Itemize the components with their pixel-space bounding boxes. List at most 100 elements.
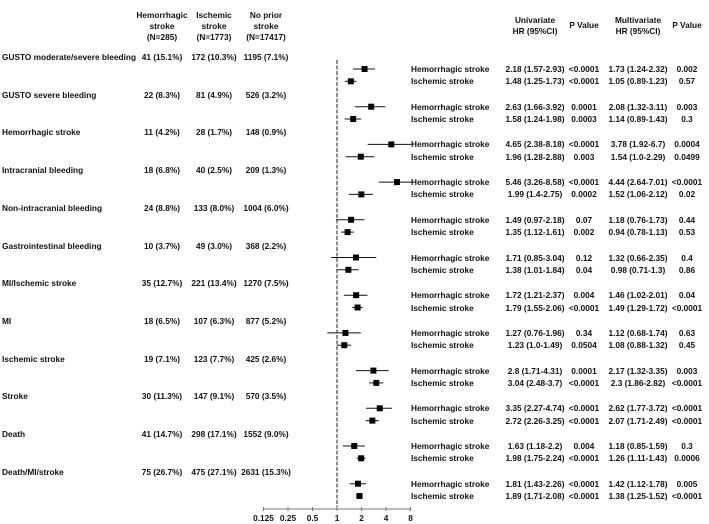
x-tick-label: 0.125 (253, 513, 274, 523)
subgroup-label: Hemorrhagic stroke (411, 101, 490, 112)
subgroup-label: Ischemic stroke (411, 377, 474, 388)
univariate-p: 0.0002 (571, 189, 597, 200)
multivariate-hr: 1.18 (0.76-1.73) (608, 214, 668, 225)
x-tick-label: 2 (359, 513, 364, 523)
subgroup-label: Ischemic stroke (411, 76, 474, 87)
multivariate-hr: 1.32 (0.66-2.35) (608, 252, 668, 263)
univariate-hr: 1.81 (1.43-2.26) (505, 478, 565, 489)
hr-point (357, 153, 364, 160)
multivariate-p: 0.003 (676, 101, 698, 112)
univariate-p: 0.004 (573, 290, 595, 301)
hr-point (358, 455, 365, 462)
multivariate-hr: 3.78 (1.92-6.7) (610, 139, 666, 150)
multivariate-hr: 0.94 (0.78-1.13) (608, 227, 668, 238)
header-multivariate: Multivariate HR (95%CI) (614, 15, 662, 36)
subgroup-label: Hemorrhagic stroke (411, 327, 490, 338)
multivariate-p: 0.0006 (674, 453, 700, 464)
univariate-p: 0.0504 (571, 340, 597, 351)
univariate-p: <0.0001 (568, 377, 600, 388)
no-prior-count: 368 (2.2%) (245, 240, 287, 251)
x-tick-label: 1 (334, 513, 340, 523)
univariate-hr: 1.72 (1.21-2.37) (505, 290, 565, 301)
multivariate-hr: 1.73 (1.24-2.32) (608, 64, 668, 74)
univariate-hr: 2.18 (1.57-2.93) (505, 64, 565, 74)
multivariate-hr: 2.17 (1.32-3.35) (608, 365, 668, 376)
hemorrhagic-count: 18 (6.8%) (144, 165, 180, 176)
subgroup-label: Ischemic stroke (411, 264, 474, 275)
ischemic-count: 28 (1.7%) (196, 127, 232, 138)
multivariate-p: <0.0001 (671, 302, 703, 313)
ischemic-count: 475 (27.1%) (191, 466, 237, 477)
univariate-hr: 1.99 (1.4-2.75) (507, 189, 563, 200)
univariate-hr: 4.65 (2.38-8.18) (505, 139, 565, 150)
ischemic-count: 298 (17.1%) (191, 429, 237, 439)
multivariate-hr: 1.46 (1.02-2.01) (608, 290, 668, 301)
multivariate-hr: 2.3 (1.86-2.82) (610, 377, 666, 388)
hemorrhagic-count: 24 (8.8%) (144, 202, 180, 213)
subgroup-label: Hemorrhagic stroke (411, 139, 490, 150)
multivariate-p: 0.003 (676, 365, 698, 376)
ischemic-count: 49 (3.0%) (196, 240, 232, 251)
no-prior-count: 1270 (7.5%) (243, 278, 289, 289)
univariate-hr: 1.49 (0.97-2.18) (505, 214, 565, 225)
multivariate-hr: 1.54 (1.0-2.29) (610, 151, 666, 162)
univariate-p: <0.0001 (568, 139, 600, 150)
multivariate-hr: 1.49 (1.29-1.72) (608, 302, 668, 313)
outcome-label: Gastrointestinal bleeding (2, 240, 102, 251)
no-prior-count: 1004 (6.0%) (243, 202, 289, 213)
univariate-p: 0.004 (573, 441, 595, 451)
univariate-hr: 1.79 (1.55-2.06) (505, 302, 565, 313)
multivariate-p: <0.0001 (671, 403, 703, 414)
univariate-hr: 1.38 (1.01-1.84) (505, 264, 565, 275)
univariate-p: 0.07 (575, 214, 593, 225)
hr-point (350, 116, 357, 122)
multivariate-hr: 1.42 (1.12-1.78) (608, 478, 668, 489)
multivariate-p: 0.4 (681, 252, 693, 263)
ischemic-count: 123 (7.7%) (193, 353, 235, 364)
ischemic-count: 107 (6.3%) (193, 315, 235, 326)
multivariate-p: <0.0001 (671, 491, 703, 501)
header-no-prior: No prior stroke (N=17417) (246, 10, 286, 42)
hemorrhagic-count: 41 (14.7%) (141, 429, 183, 439)
no-prior-count: 148 (0.9%) (245, 127, 287, 138)
multivariate-hr: 2.62 (1.77-3.72) (608, 403, 668, 414)
univariate-p: 0.0001 (571, 101, 597, 112)
subgroup-label: Hemorrhagic stroke (411, 365, 490, 376)
multivariate-p: 0.005 (676, 478, 698, 489)
hr-point (370, 367, 377, 374)
univariate-hr: 1.58 (1.24-1.98) (505, 114, 565, 124)
hr-point (353, 292, 360, 299)
hr-point (361, 66, 368, 72)
outcome-label: Death (2, 429, 26, 439)
multivariate-p: 0.86 (678, 264, 696, 275)
hemorrhagic-count: 19 (7.1%) (144, 353, 180, 364)
hemorrhagic-count: 22 (8.3%) (144, 89, 180, 100)
multivariate-hr: 1.52 (1.06-2.12) (608, 189, 668, 200)
hr-point (393, 179, 400, 186)
hr-point (388, 141, 395, 148)
univariate-p: <0.0001 (568, 491, 600, 501)
hr-point (369, 417, 376, 424)
hemorrhagic-count: 41 (15.1%) (141, 52, 183, 62)
ischemic-count: 147 (9.1%) (193, 391, 235, 402)
outcome-label: Death/MI/stroke (2, 466, 64, 477)
no-prior-count: 877 (5.2%) (245, 315, 287, 326)
no-prior-count: 425 (2.6%) (245, 353, 287, 364)
hr-point (351, 443, 358, 449)
multivariate-p: 0.0004 (674, 139, 700, 150)
univariate-hr: 3.04 (2.48-3.7) (507, 377, 563, 388)
hemorrhagic-count: 35 (12.7%) (141, 278, 183, 289)
univariate-hr: 1.71 (0.85-3.04) (505, 252, 565, 263)
subgroup-label: Ischemic stroke (411, 189, 474, 200)
hr-point (356, 493, 363, 499)
subgroup-label: Hemorrhagic stroke (411, 290, 490, 301)
multivariate-p: 0.02 (678, 189, 696, 200)
header-p-multi: P Value (672, 20, 702, 30)
subgroup-label: Ischemic stroke (411, 491, 474, 501)
subgroup-label: Hemorrhagic stroke (411, 252, 490, 263)
hr-point (347, 78, 354, 85)
ischemic-count: 221 (13.4%) (191, 278, 237, 289)
multivariate-hr: 1.38 (1.25-1.52) (608, 491, 668, 501)
